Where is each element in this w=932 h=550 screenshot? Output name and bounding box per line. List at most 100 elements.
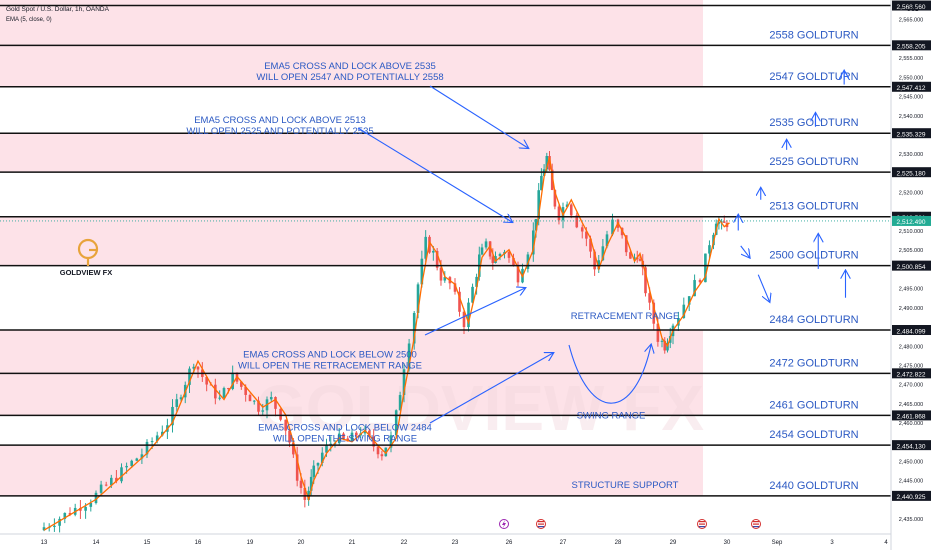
- level-label: 2547 GOLDTURN: [769, 71, 858, 83]
- candle-body: [553, 189, 557, 207]
- candle-body: [550, 169, 554, 190]
- swing-arc-arrow: [568, 345, 651, 404]
- candle-body: [432, 250, 435, 253]
- candle-body: [644, 267, 647, 294]
- candle-body: [110, 477, 113, 486]
- price-tag-bg: [892, 325, 931, 336]
- candle-body: [407, 343, 411, 370]
- price-axis-tick: 2,545.000: [899, 95, 923, 101]
- candle-body: [104, 484, 108, 486]
- price-axis-tick: 2,495.000: [899, 287, 923, 293]
- callout-arrow: [429, 85, 528, 148]
- candle-body: [723, 221, 726, 223]
- candle-body: [629, 252, 632, 259]
- candle-body: [303, 487, 307, 500]
- zone-band: [0, 445, 703, 496]
- time-axis-tick: 22: [401, 540, 408, 546]
- candle-body: [605, 234, 609, 247]
- candle-body: [299, 480, 303, 488]
- candle-body: [292, 442, 295, 455]
- candle-body: [498, 253, 502, 257]
- candle-body: [565, 204, 569, 208]
- candle-body: [389, 435, 393, 448]
- level-label: 2454 GOLDTURN: [769, 429, 858, 441]
- price-tag-bg: [892, 128, 931, 139]
- candle-body: [638, 259, 642, 261]
- candle-body: [580, 227, 584, 232]
- flag-stripe: [538, 523, 544, 525]
- candle-body: [593, 251, 596, 270]
- time-axis-tick: 19: [247, 540, 254, 546]
- candle-body: [540, 175, 543, 191]
- price-axis-tick: 2,510.000: [899, 229, 923, 235]
- annotation-text: WILL OPEN THE RETRACEMENT RANGE: [238, 360, 422, 371]
- price-tag-text: 2,525.180: [897, 170, 926, 177]
- level-label: 2568 GOLDTURN: [769, 0, 858, 2]
- lightning-glyph: [502, 520, 506, 528]
- level-label: 2558 GOLDTURN: [769, 29, 858, 41]
- candle-body: [240, 381, 243, 387]
- flag-stripe: [753, 526, 759, 528]
- candle-body: [68, 512, 72, 515]
- candle-body: [175, 399, 179, 407]
- price-tag: 2,568.560: [892, 0, 931, 11]
- candle-body: [532, 230, 535, 255]
- logo-text: GOLDVIEW FX: [60, 268, 113, 277]
- price-tag: 2,454.130: [892, 440, 931, 450]
- candle-body: [380, 454, 384, 457]
- price-tag-text: 2,558.205: [897, 44, 926, 51]
- time-axis-tick: 29: [670, 540, 677, 546]
- candle-body: [416, 284, 420, 313]
- us-flag-event-icon: [536, 519, 546, 529]
- price-tag-text: 2,547.412: [897, 85, 926, 92]
- flag-stripe: [538, 526, 544, 528]
- price-tag-bg: [892, 0, 931, 11]
- callout-arrow: [424, 288, 525, 336]
- price-tag-bg: [892, 167, 931, 178]
- candle-body: [484, 241, 488, 248]
- candle-body: [248, 394, 252, 402]
- candle-body: [244, 386, 247, 395]
- candle-body: [557, 206, 561, 221]
- chart-title: Gold Spot / U.S. Dollar, 1h, OANDA: [6, 6, 110, 13]
- candle-body: [516, 265, 520, 283]
- time-axis-tick: 3: [830, 540, 834, 546]
- callout-arrow: [429, 353, 553, 424]
- price-tag: 2,535.329: [892, 128, 931, 138]
- time-axis-tick: Sep: [772, 540, 783, 546]
- callout-arrow: [357, 127, 512, 222]
- candle-body: [682, 304, 686, 319]
- current-price-tag-text: 2,512.490: [897, 219, 926, 226]
- candle-body: [412, 312, 416, 344]
- price-axis-tick: 2,565.000: [899, 18, 923, 24]
- currency-label: USD: [907, 7, 920, 13]
- candle-body: [188, 368, 191, 385]
- candle-body: [309, 476, 313, 491]
- price-tag: 2,461.868: [892, 410, 931, 421]
- level-label: 2472 GOLDTURN: [769, 357, 858, 369]
- price-axis-tick: 2,480.000: [899, 344, 923, 350]
- candle-body: [150, 441, 154, 443]
- price-tag-bg: [892, 368, 931, 379]
- candle-body: [125, 465, 128, 468]
- flag-stripe: [699, 526, 705, 528]
- candle-body: [693, 280, 696, 297]
- candle-body: [624, 235, 628, 253]
- candle-body: [475, 276, 478, 287]
- candle-body: [569, 204, 573, 216]
- time-axis-tick: 13: [41, 540, 48, 546]
- level-label: 2525 GOLDTURN: [769, 156, 858, 168]
- candle-body: [342, 433, 345, 439]
- candle-body: [218, 397, 221, 399]
- candle-body: [130, 460, 133, 466]
- candle-body: [534, 218, 538, 231]
- zone-label: SWING RANGE: [577, 411, 646, 422]
- candle-body: [312, 465, 316, 477]
- candle-body: [140, 454, 144, 459]
- level-label: 2440 GOLDTURN: [769, 480, 858, 492]
- candle-body: [231, 372, 234, 389]
- price-tag: 2,484.099: [892, 325, 931, 335]
- price-tag-text: 2,472.822: [897, 372, 926, 379]
